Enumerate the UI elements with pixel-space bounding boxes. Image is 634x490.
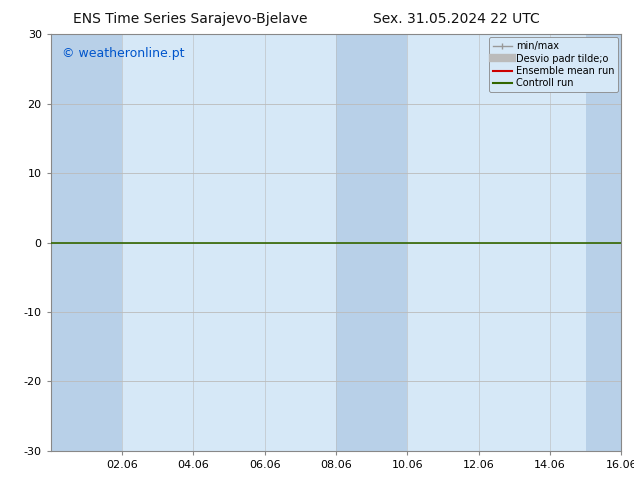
Bar xyxy=(336,34,407,451)
Bar xyxy=(586,34,621,451)
Legend: min/max, Desvio padr tilde;o, Ensemble mean run, Controll run: min/max, Desvio padr tilde;o, Ensemble m… xyxy=(489,37,618,92)
Text: © weatheronline.pt: © weatheronline.pt xyxy=(62,47,184,60)
Text: ENS Time Series Sarajevo-Bjelave: ENS Time Series Sarajevo-Bjelave xyxy=(73,12,307,26)
Bar xyxy=(51,34,122,451)
Text: Sex. 31.05.2024 22 UTC: Sex. 31.05.2024 22 UTC xyxy=(373,12,540,26)
